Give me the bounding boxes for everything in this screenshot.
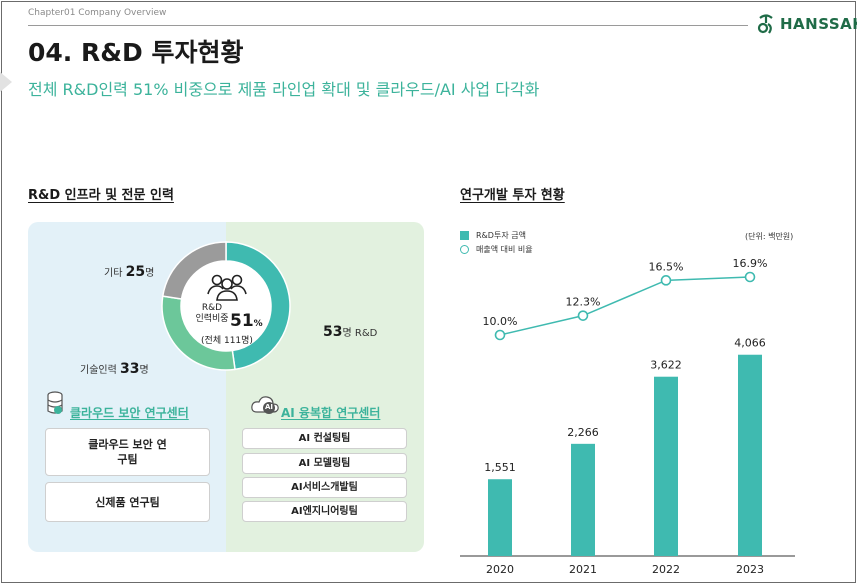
arrow-marker-icon xyxy=(0,72,12,92)
legend-line-label: 매출액 대비 비율 xyxy=(476,244,533,254)
donut-label-other-value: 25 xyxy=(125,264,146,280)
ratio-label-2023: 16.9% xyxy=(733,257,768,270)
donut-label-tech-unit: 명 xyxy=(139,365,149,376)
ai-icon-text: AI xyxy=(265,403,274,411)
donut-hole xyxy=(181,261,271,351)
team-new-product-label: 신제품 연구팀 xyxy=(95,495,160,509)
ai-cloud-icon xyxy=(251,396,279,414)
chapter-label: Chapter01 Company Overview xyxy=(28,8,167,18)
ratio-label-2021: 12.3% xyxy=(566,296,601,309)
team-ai-modeling: AI 모델링팀 xyxy=(242,453,407,474)
team-cloud-security: 클라우드 보안 연구팀 xyxy=(45,428,210,476)
company-logo: HANSSAK xyxy=(756,12,857,36)
bar-label-2020: 1,551 xyxy=(484,461,516,474)
chart-unit: (단위: 백만원) xyxy=(745,232,794,241)
donut-label-rnd-name: R&D xyxy=(354,328,378,339)
logo-text: HANSSAK xyxy=(780,15,857,33)
team-ai-engineering: AI엔지니어링팀 xyxy=(242,501,407,522)
bar-label-2023: 4,066 xyxy=(734,337,766,350)
rnd-investment-chart: 1,551 2020 2,266 2021 3,622 2022 4,066 2023 10.0… xyxy=(460,257,795,576)
ratio-point-2020 xyxy=(494,329,506,341)
team-cloud-security-label: 클라우드 보안 연구팀 xyxy=(88,438,167,466)
x-tick-2023: 2023 xyxy=(736,563,764,576)
rnd-staff-donut xyxy=(161,241,291,371)
donut-label-other-unit: 명 xyxy=(145,268,155,279)
team-ai-consulting-label: AI 컨설팅팀 xyxy=(298,433,351,444)
donut-center-total: (전체 111명) xyxy=(201,336,253,346)
bar-2023 xyxy=(738,354,762,556)
legend-item-line: 매출액 대비 비율 xyxy=(460,242,533,256)
bar-label-2021: 2,266 xyxy=(567,426,599,439)
donut-label-tech: 기술인력 33명 xyxy=(80,361,149,377)
page-title: 04. R&D 투자현황 xyxy=(28,38,244,67)
donut-label-tech-name: 기술인력 xyxy=(80,365,117,376)
ratio-point-2021 xyxy=(577,310,589,321)
x-tick-2020: 2020 xyxy=(486,563,514,576)
cloud-center-title: 클라우드 보안 연구센터 xyxy=(70,406,189,420)
donut-center-percent-unit: % xyxy=(253,319,263,329)
rnd-investment-title: 연구개발 투자 현황 xyxy=(460,188,565,203)
donut-center-percent-value: 51 xyxy=(230,311,254,331)
donut-label-tech-value: 33 xyxy=(120,361,140,377)
x-tick-2022: 2022 xyxy=(652,563,680,576)
ai-center-title: AI 융복합 연구센터 xyxy=(281,406,381,420)
ratio-label-2022: 16.5% xyxy=(649,260,684,273)
people-icon xyxy=(207,274,247,301)
donut-center-line2: 인력비중 xyxy=(195,314,229,324)
database-icon xyxy=(47,391,63,414)
legend-item-bar: R&D투자 금액 xyxy=(460,228,533,242)
hanssak-logo-icon xyxy=(757,14,773,34)
ratio-point-2022 xyxy=(660,275,672,286)
donut-label-rnd-unit: 명 xyxy=(342,328,352,339)
donut-center-percent: 51% xyxy=(230,311,263,331)
donut-label-rnd-value: 53 xyxy=(323,324,343,340)
rnd-infra-title: R&D 인프라 및 전문 인력 xyxy=(28,188,174,203)
legend-bar-swatch xyxy=(460,230,469,240)
donut-label-other: 기타 25명 xyxy=(104,264,154,280)
bar-2021 xyxy=(571,443,595,556)
bar-label-2022: 3,622 xyxy=(650,359,682,372)
team-ai-service-dev-label: AI서비스개발팀 xyxy=(291,482,358,493)
ratio-point-2023 xyxy=(744,271,756,283)
team-ai-modeling-label: AI 모델링팀 xyxy=(298,458,351,469)
donut-label-rnd: 53명 R&D xyxy=(323,324,377,340)
bar-2022 xyxy=(654,376,678,556)
ratio-line xyxy=(499,276,751,336)
bar-2020 xyxy=(488,479,512,556)
legend-line-swatch xyxy=(460,244,469,254)
team-new-product: 신제품 연구팀 xyxy=(45,482,210,522)
page-subtitle: 전체 R&D인력 51% 비중으로 제품 라인업 확대 및 클라우드/AI 사업… xyxy=(28,80,540,99)
donut-center-label: R&D 인력비중 xyxy=(192,303,262,325)
team-ai-service-dev: AI서비스개발팀 xyxy=(242,477,407,498)
ratio-label-2020: 10.0% xyxy=(483,315,518,328)
x-tick-2021: 2021 xyxy=(569,563,597,576)
header-divider xyxy=(28,25,748,26)
donut-center-line1: R&D xyxy=(201,303,223,313)
legend-bar-label: R&D투자 금액 xyxy=(476,230,526,240)
chart-legend: R&D투자 금액 매출액 대비 비율 xyxy=(460,228,533,256)
donut-label-other-name: 기타 xyxy=(104,268,123,279)
team-ai-engineering-label: AI엔지니어링팀 xyxy=(291,506,358,517)
team-ai-consulting: AI 컨설팅팀 xyxy=(242,428,407,449)
